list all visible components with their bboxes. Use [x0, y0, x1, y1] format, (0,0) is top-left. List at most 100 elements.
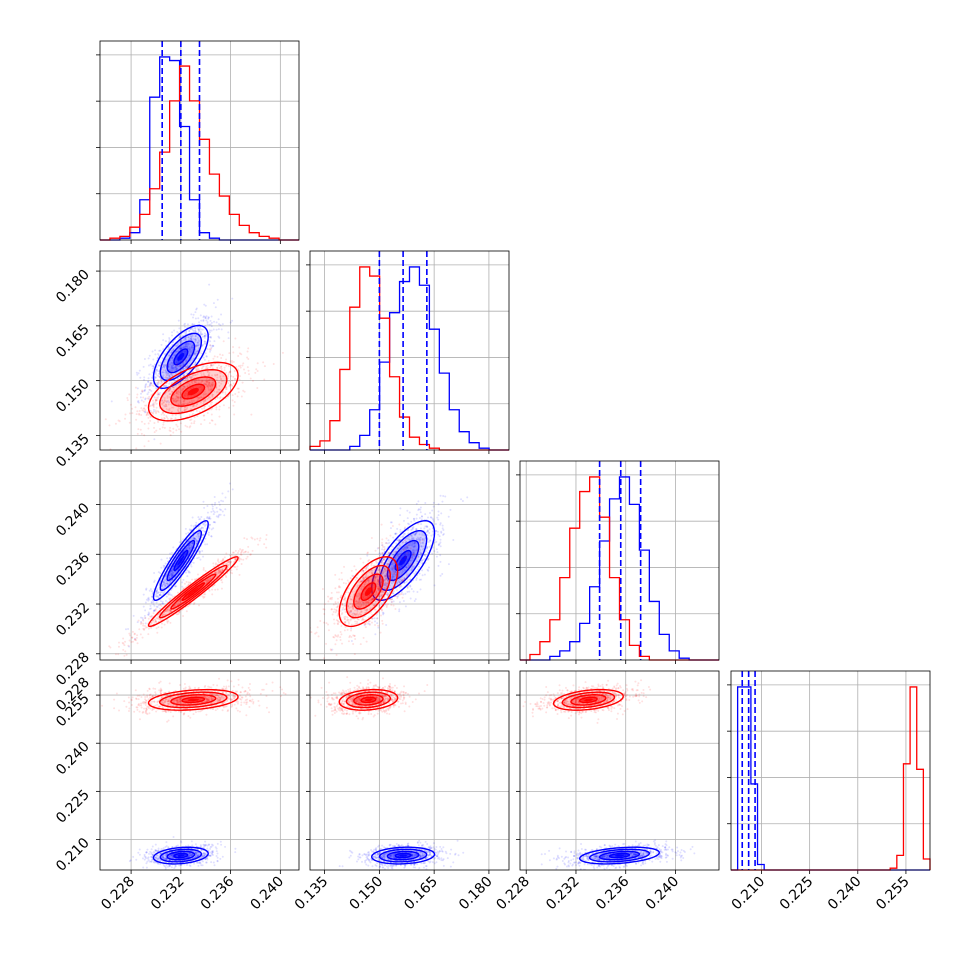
scatter-point	[390, 601, 393, 604]
scatter-point	[148, 383, 151, 386]
scatter-point	[162, 564, 165, 567]
scatter-point	[161, 357, 164, 360]
scatter-point	[210, 535, 213, 538]
scatter-point	[181, 585, 184, 588]
scatter-point	[436, 551, 439, 554]
scatter-point	[198, 551, 201, 554]
scatter-point	[153, 396, 156, 399]
scatter-point	[185, 377, 188, 380]
scatter-point	[171, 331, 174, 334]
scatter-point	[428, 545, 431, 548]
scatter-point	[118, 641, 121, 644]
scatter-point	[196, 341, 199, 344]
scatter-point	[188, 376, 191, 379]
scatter-point	[232, 404, 235, 407]
scatter-point	[202, 568, 205, 571]
y-tick-label: 0.165	[53, 321, 93, 361]
scatter-point	[177, 374, 180, 377]
scatter-point	[186, 406, 189, 409]
scatter-point	[104, 418, 107, 421]
scatter-point	[178, 413, 181, 416]
scatter-point	[227, 490, 230, 493]
scatter-point	[168, 373, 171, 376]
scatter-point	[437, 514, 440, 517]
scatter-point	[206, 516, 209, 519]
scatter-point	[405, 580, 408, 583]
scatter-point	[255, 368, 258, 371]
scatter-point	[186, 376, 189, 379]
scatter-point	[141, 617, 144, 620]
scatter-point	[170, 365, 173, 368]
scatter-point	[222, 375, 225, 378]
scatter-point	[437, 510, 440, 513]
scatter-point	[162, 401, 165, 404]
scatter-point	[202, 566, 205, 569]
scatter-point	[335, 654, 338, 657]
scatter-point	[109, 646, 112, 649]
scatter-point	[190, 346, 193, 349]
scatter-point	[163, 426, 166, 429]
scatter-point	[199, 332, 202, 335]
scatter-point	[160, 364, 163, 367]
scatter-point	[182, 385, 185, 388]
scatter-point	[212, 527, 215, 530]
scatter-point	[185, 343, 188, 346]
scatter-point	[208, 589, 211, 592]
scatter-point	[188, 352, 191, 355]
scatter-point	[460, 498, 463, 501]
scatter-point	[435, 548, 438, 551]
scatter-point	[209, 385, 212, 388]
scatter-point	[259, 537, 262, 540]
scatter-point	[169, 369, 172, 372]
scatter-point	[152, 358, 155, 361]
scatter-point	[272, 362, 275, 365]
scatter-point	[139, 633, 142, 636]
scatter-point	[218, 388, 221, 391]
scatter-point	[242, 362, 245, 365]
scatter-point	[169, 593, 172, 596]
scatter-point	[193, 380, 196, 383]
scatter-point	[432, 505, 435, 508]
scatter-point	[170, 417, 173, 420]
scatter-point	[183, 338, 186, 341]
scatter-point	[243, 390, 246, 393]
scatter-point	[195, 345, 198, 348]
scatter-point	[198, 351, 201, 354]
scatter-point	[188, 547, 191, 550]
x-tick-label: 0.210	[729, 874, 769, 914]
scatter-point	[156, 592, 159, 595]
scatter-point	[447, 563, 450, 566]
scatter-point	[204, 399, 207, 402]
scatter-point	[170, 570, 173, 573]
scatter-point	[171, 572, 174, 575]
scatter-point	[394, 532, 397, 535]
scatter-point	[176, 425, 179, 428]
hist-panel-frame	[730, 670, 931, 871]
scatter-point	[161, 378, 164, 381]
scatter-point	[151, 384, 154, 387]
scatter-point	[166, 400, 169, 403]
scatter-point	[124, 640, 127, 643]
scatter-point	[183, 402, 186, 405]
scatter-point	[183, 374, 186, 377]
scatter-point	[187, 343, 190, 346]
scatter-point	[203, 407, 206, 410]
scatter-point	[153, 579, 156, 582]
scatter-point	[190, 376, 193, 379]
scatter-point	[136, 387, 139, 390]
scatter-point	[168, 338, 171, 341]
scatter-point	[169, 376, 172, 379]
scatter-point	[241, 381, 244, 384]
scatter-point	[174, 398, 177, 401]
scatter-point	[137, 619, 140, 622]
scatter-point	[164, 375, 167, 378]
scatter-point	[197, 350, 200, 353]
scatter-point	[155, 406, 158, 409]
scatter-point	[142, 410, 145, 413]
scatter-point	[242, 558, 245, 561]
scatter-point	[125, 653, 128, 656]
scatter-point	[182, 350, 185, 353]
scatter-point	[173, 329, 176, 332]
scatter-point	[133, 632, 136, 635]
scatter-point	[193, 404, 196, 407]
